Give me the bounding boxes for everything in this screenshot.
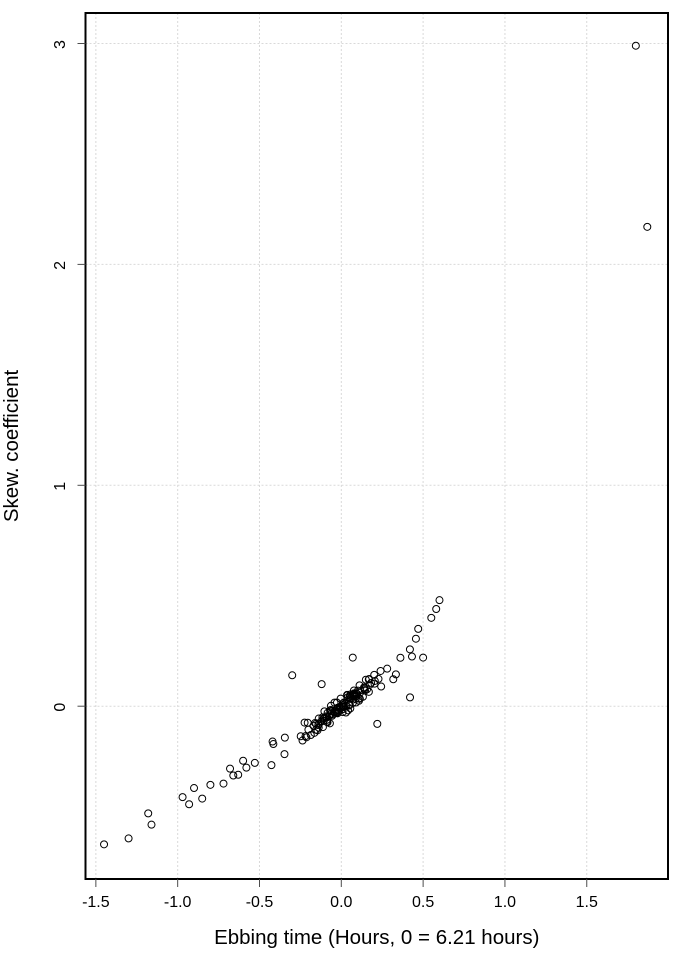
- svg-text:Skew. coefficient: Skew. coefficient: [0, 370, 23, 523]
- svg-text:-0.5: -0.5: [246, 894, 274, 911]
- svg-text:-1.0: -1.0: [164, 894, 192, 911]
- svg-text:2: 2: [52, 261, 69, 270]
- svg-text:0.5: 0.5: [412, 894, 434, 911]
- svg-text:Ebbing time (Hours, 0 = 6.21 h: Ebbing time (Hours, 0 = 6.21 hours): [214, 926, 539, 949]
- svg-text:0: 0: [52, 703, 69, 712]
- svg-text:3: 3: [52, 40, 69, 49]
- svg-text:-1.5: -1.5: [82, 894, 110, 911]
- svg-text:1.0: 1.0: [494, 894, 516, 911]
- svg-text:1.5: 1.5: [576, 894, 598, 911]
- svg-text:0.0: 0.0: [330, 894, 352, 911]
- svg-text:1: 1: [52, 482, 69, 491]
